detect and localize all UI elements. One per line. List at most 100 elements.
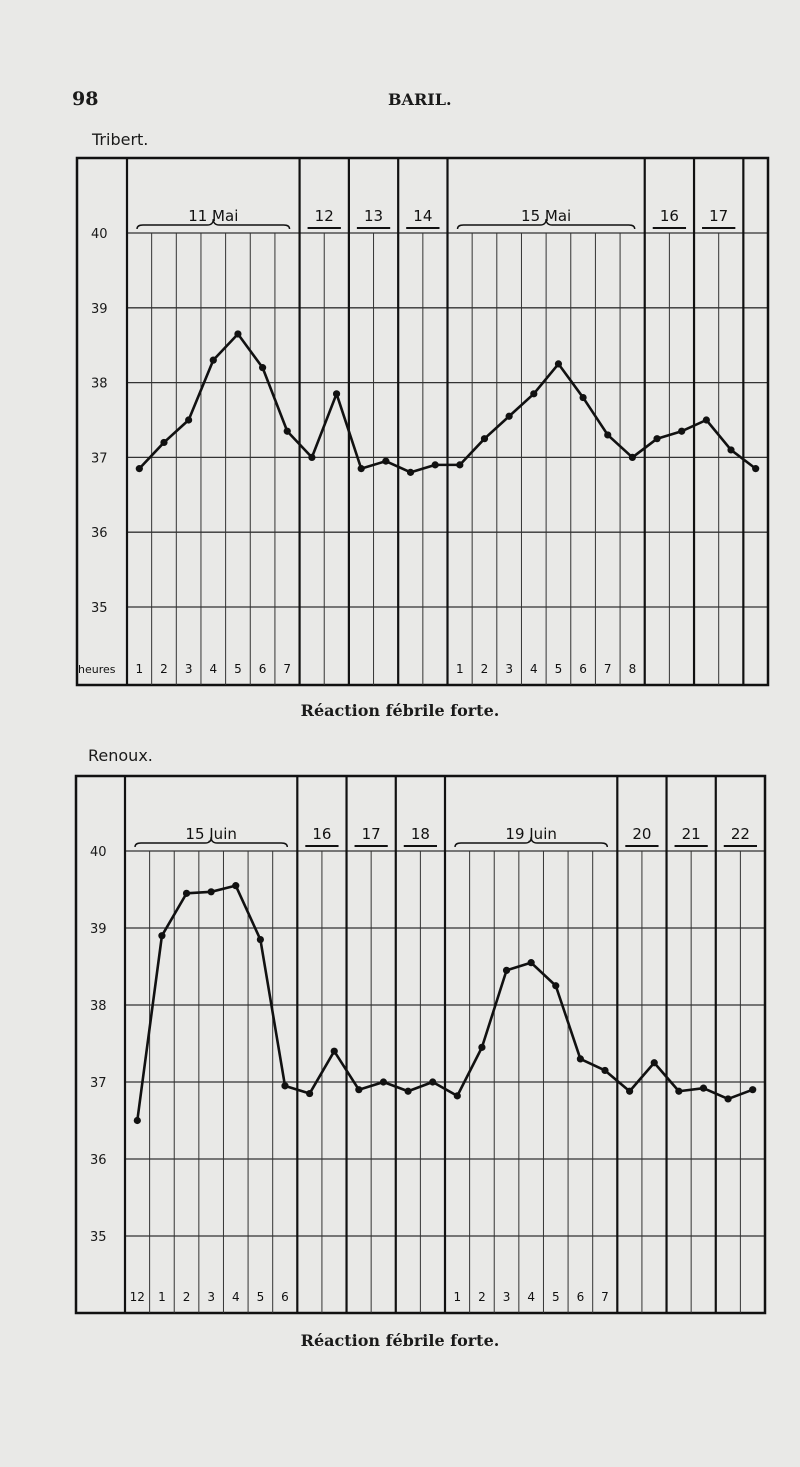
chart-1-data-point-24 <box>702 416 710 424</box>
chart-1-data-point-7 <box>283 427 291 435</box>
chart-2-hour-label: 7 <box>601 1290 609 1304</box>
chart-2-data-point-25 <box>724 1095 732 1103</box>
chart-2-y-tick-label: 40 <box>90 845 107 860</box>
chart-1-hour-label: 8 <box>629 662 637 676</box>
chart-2-data-point-1 <box>133 1116 141 1125</box>
chart-2-data-point-9 <box>330 1047 338 1055</box>
chart-1-data-point-22 <box>653 435 661 443</box>
chart-1-data-point-6 <box>258 364 267 372</box>
chart-2-data-point-21 <box>626 1087 634 1095</box>
chart-1-hour-label: 3 <box>185 662 193 676</box>
chart-1-hour-label: 7 <box>604 662 612 676</box>
chart-2-hour-label: 4 <box>527 1290 535 1304</box>
chart-2-hour-label: 3 <box>207 1290 215 1304</box>
chart-1-title: Tribert. <box>92 130 149 149</box>
chart-2-day-label: 21 <box>682 825 701 843</box>
chart-1-data-point-13 <box>431 461 439 469</box>
chart-1-data-point-3 <box>185 416 193 424</box>
chart-2-data-point-6 <box>256 935 264 944</box>
chart-1-day-label: 13 <box>364 207 383 225</box>
chart-1-day-label: 14 <box>413 207 432 225</box>
chart-1-data-point-25 <box>727 446 735 454</box>
chart-1-data-point-23 <box>678 427 686 435</box>
chart-2-data-point-18 <box>552 982 560 990</box>
chart-2-hour-label: 5 <box>552 1290 560 1304</box>
chart-2-day-brace <box>134 836 289 848</box>
chart-1-y-tick-label: 37 <box>91 451 108 466</box>
chart-1-hour-label: 1 <box>456 662 464 676</box>
chart-1-data-point-21 <box>628 453 637 461</box>
chart-2-day-label: 18 <box>411 825 430 843</box>
chart-2-data-point-15 <box>478 1043 486 1051</box>
chart-2-hour-label: 5 <box>257 1290 265 1304</box>
chart-2-caption: Réaction fébrile forte. <box>300 1331 500 1350</box>
chart-1-data-point-10 <box>357 465 365 473</box>
chart-1-data-point-2 <box>160 438 168 447</box>
chart-1-hour-label: 7 <box>283 662 291 676</box>
chart-2-data-point-11 <box>379 1078 388 1086</box>
chart-2-data-point-26 <box>749 1086 757 1094</box>
chart-1-data-point-1 <box>135 465 143 473</box>
running-head: BARIL. <box>388 90 452 109</box>
chart-1-temperature-line <box>138 332 757 474</box>
chart-1-data-point-26 <box>752 465 760 473</box>
chart-2-data-point-14 <box>453 1092 461 1100</box>
chart-1-hours-label: heures <box>78 663 116 676</box>
chart-2-data-point-16 <box>502 966 511 974</box>
chart-2-hour-label: 2 <box>478 1290 486 1304</box>
chart-1-data-point-8 <box>308 453 316 461</box>
chart-1-data-point-12 <box>406 468 415 476</box>
chart-1-hour-label: 4 <box>209 662 217 676</box>
chart-1-hour-label: 6 <box>259 662 267 676</box>
chart-2-data-point-13 <box>429 1078 437 1086</box>
chart-2-data-point-4 <box>207 888 215 896</box>
chart-2-data-point-24 <box>699 1084 708 1092</box>
chart-1-hour-label: 5 <box>234 662 242 676</box>
chart-1-day-brace <box>136 218 291 230</box>
chart-2-temperature-line <box>136 884 754 1121</box>
chart-1-data-point-18 <box>554 360 563 368</box>
chart-2-y-tick-label: 36 <box>90 1153 107 1168</box>
chart-2-data-point-12 <box>404 1087 412 1095</box>
chart-2-data-point-5 <box>232 882 240 890</box>
chart-1-y-tick-label: 35 <box>91 601 108 616</box>
chart-1-day-brace <box>456 218 636 230</box>
chart-2-data-point-20 <box>601 1066 609 1075</box>
chart-2-data-point-19 <box>576 1055 584 1063</box>
chart-2-data-point-23 <box>675 1087 683 1095</box>
chart-1-day-label: 15 Mai <box>521 207 571 225</box>
chart-2-y-tick-label: 39 <box>90 922 107 937</box>
chart-2-data-point-2 <box>158 932 166 940</box>
chart-2-y-tick-label: 38 <box>90 999 107 1014</box>
chart-2-day-label: 19 Juin <box>505 825 556 843</box>
chart-1-data-point-9 <box>332 390 341 398</box>
chart-1-data-point-16 <box>505 412 513 420</box>
chart-2-data-point-17 <box>527 959 535 967</box>
chart-2-hour-label: 4 <box>232 1290 240 1304</box>
chart-2-data-point-22 <box>650 1059 658 1067</box>
chart-2-data-point-7 <box>281 1082 289 1090</box>
chart-2-data-point-8 <box>306 1089 314 1098</box>
chart-2-day-label: 20 <box>632 825 651 843</box>
chart-2-title: Renoux. <box>88 746 153 765</box>
chart-2-day-label: 17 <box>362 825 381 843</box>
chart-2-day-label: 16 <box>312 825 331 843</box>
chart-1-hour-label: 5 <box>555 662 563 676</box>
chart-1-data-point-20 <box>604 431 612 439</box>
chart-2-hour-label: 1 <box>453 1290 461 1304</box>
chart-1-day-label: 11 Mai <box>188 207 238 225</box>
chart-1-data-point-11 <box>382 457 390 465</box>
chart-1-y-tick-label: 36 <box>91 526 108 541</box>
chart-1-hour-label: 4 <box>530 662 538 676</box>
chart-1-day-label: 16 <box>660 207 679 225</box>
chart-1-data-point-15 <box>480 435 489 443</box>
page-number: 98 <box>72 88 99 110</box>
chart-2-hour-label: 1 <box>158 1290 166 1304</box>
chart-1-hour-label: 6 <box>579 662 587 676</box>
chart-1-hour-label: 2 <box>160 662 168 676</box>
chart-1-caption: Réaction fébrile forte. <box>300 701 500 720</box>
chart-1-data-point-4 <box>209 356 217 364</box>
chart-2-hour-label: 2 <box>183 1290 191 1304</box>
chart-2-day-label: 15 Juin <box>185 825 236 843</box>
chart-2-hour-label: 3 <box>503 1290 511 1304</box>
